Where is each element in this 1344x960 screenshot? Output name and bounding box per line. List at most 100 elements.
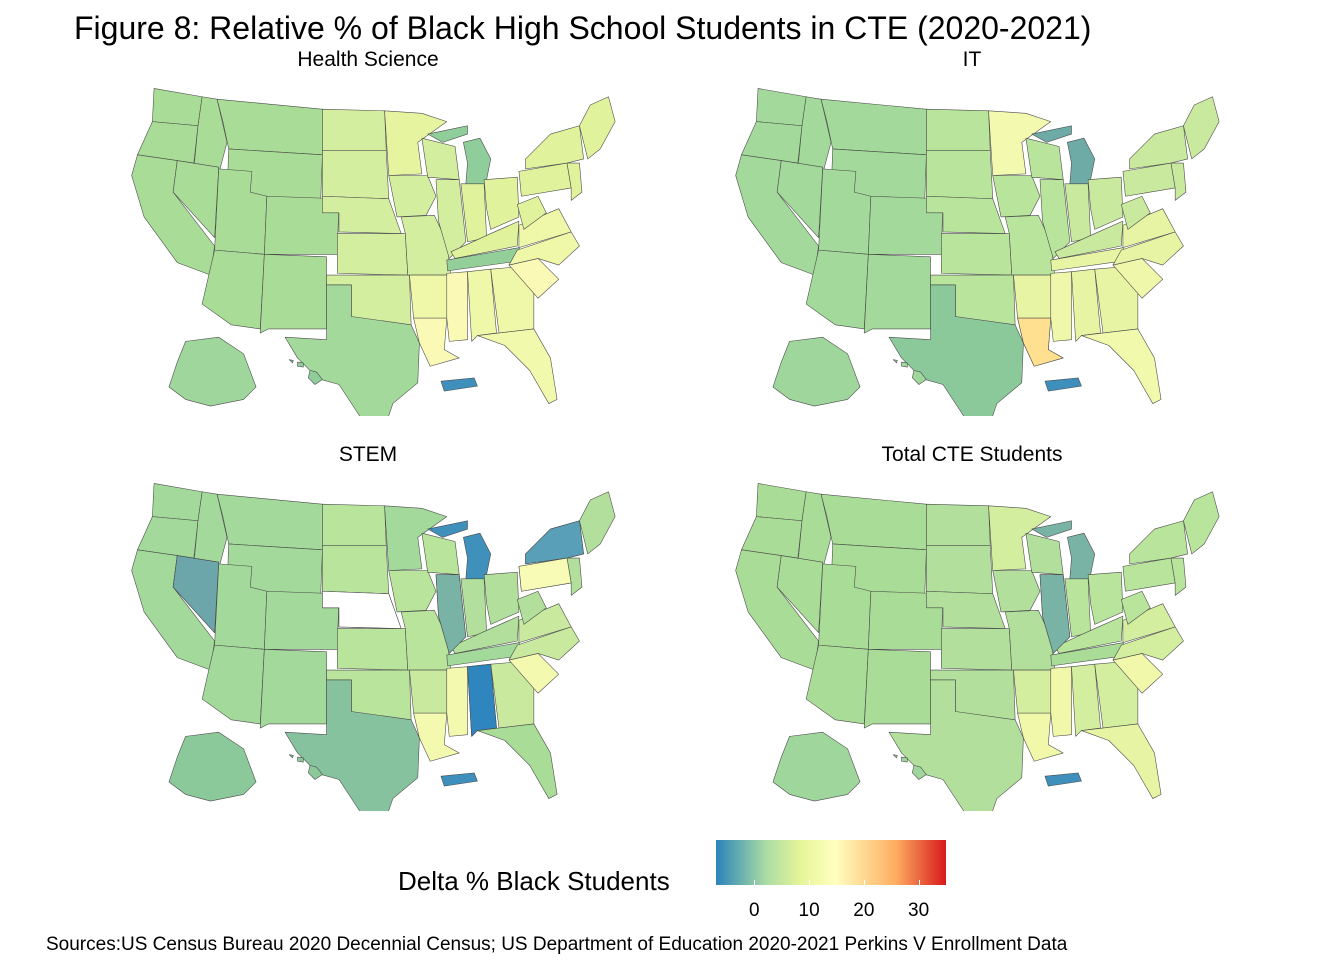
state-virginia (518, 208, 572, 248)
legend-title: Delta % Black Students (398, 866, 670, 896)
state-wisconsin (1025, 137, 1064, 180)
state-hawaii (892, 359, 927, 385)
state-louisiana (1017, 317, 1064, 367)
state-illinois (435, 574, 467, 654)
state-mississippi (446, 666, 468, 737)
state-new-mexico (863, 649, 931, 729)
panel-label: IT (962, 48, 982, 71)
state-iowa (992, 175, 1041, 218)
state-kansas (941, 628, 1013, 671)
state-nebraska (322, 590, 402, 629)
state-nevada (776, 555, 824, 633)
figure-title: Figure 8: Relative % of Black High Schoo… (74, 10, 1092, 46)
state-mid-atlantic (1170, 162, 1187, 201)
panel-it: IT (672, 48, 1272, 428)
state-north-dakota (926, 503, 991, 546)
state-wisconsin (1025, 532, 1064, 575)
state-map (131, 483, 616, 811)
state-mississippi (446, 271, 468, 342)
legend-tick-mark (863, 880, 865, 885)
state-arkansas (409, 669, 450, 714)
state-washington (756, 88, 807, 127)
state-kentucky (1054, 220, 1124, 259)
state-hawaii (288, 754, 323, 780)
state-texas (888, 679, 1024, 811)
state-mid-atlantic (1170, 557, 1187, 596)
legend-colorbar (716, 840, 946, 885)
legend-tick-mark (754, 880, 756, 885)
panel-health-science: Health Science (68, 48, 668, 428)
state-illinois (1039, 574, 1071, 654)
state-alaska (772, 731, 861, 802)
legend-tick-mark (918, 880, 920, 885)
state-washington (152, 483, 203, 522)
state-new-york (1129, 520, 1188, 565)
state-hawaii (892, 754, 927, 780)
state-kentucky (450, 615, 520, 654)
state-ohio (1087, 176, 1124, 230)
state-kentucky (1054, 615, 1124, 654)
state-texas (284, 284, 420, 416)
state-new-england (1183, 96, 1220, 160)
state-montana (820, 98, 927, 156)
state-nevada (172, 555, 220, 633)
state-alabama (467, 663, 497, 737)
state-south-dakota (322, 150, 390, 200)
state-texas (888, 284, 1024, 416)
legend-tick-label: 20 (853, 900, 875, 921)
state-arkansas (1013, 274, 1054, 319)
state-wisconsin (421, 137, 460, 180)
state-map (735, 483, 1220, 811)
state-new-mexico (863, 254, 931, 334)
state-new-york (525, 520, 584, 565)
state-pennsylvania (518, 557, 572, 592)
state-wisconsin (421, 532, 460, 575)
state-iowa (388, 175, 437, 218)
state-south-dakota (322, 545, 390, 595)
state-texas (284, 679, 420, 811)
state-ohio (483, 176, 520, 230)
state-south-dakota (926, 545, 994, 595)
state-alaska (168, 336, 257, 407)
state-mississippi (1050, 666, 1072, 737)
state-north-dakota (926, 108, 991, 151)
state-north-dakota (322, 108, 387, 151)
state-kansas (337, 628, 409, 671)
state-puerto-rico (440, 772, 478, 787)
state-iowa (992, 570, 1041, 613)
state-new-york (525, 125, 584, 170)
state-nebraska (926, 590, 1006, 629)
state-mississippi (1050, 271, 1072, 342)
state-virginia (1122, 603, 1176, 643)
state-washington (756, 483, 807, 522)
state-new-mexico (259, 254, 327, 334)
state-west-virginia (1120, 590, 1151, 625)
legend-tick-mark (809, 880, 811, 885)
state-montana (216, 493, 323, 551)
state-kansas (941, 233, 1013, 276)
state-ohio (483, 571, 520, 625)
state-nevada (776, 160, 824, 238)
state-iowa (388, 570, 437, 613)
state-new-york (1129, 125, 1188, 170)
state-florida (1081, 723, 1162, 799)
state-map (131, 88, 616, 416)
state-puerto-rico (440, 377, 478, 392)
state-alaska (772, 336, 861, 407)
state-florida (477, 723, 558, 799)
legend-tick-label: 30 (908, 900, 930, 921)
state-arkansas (1013, 669, 1054, 714)
state-mid-atlantic (566, 162, 583, 201)
panel-label: Total CTE Students (881, 443, 1063, 466)
state-arkansas (409, 274, 450, 319)
state-nebraska (322, 195, 402, 234)
panel-label: Health Science (297, 48, 439, 71)
panel-stem: STEM (68, 443, 668, 823)
state-alaska (168, 731, 257, 802)
state-north-dakota (322, 503, 387, 546)
panel-label: STEM (338, 443, 398, 466)
state-kentucky (450, 220, 520, 259)
state-south-dakota (926, 150, 994, 200)
state-new-england (1183, 491, 1220, 555)
source-note: Sources:US Census Bureau 2020 Decennial … (46, 934, 1068, 955)
